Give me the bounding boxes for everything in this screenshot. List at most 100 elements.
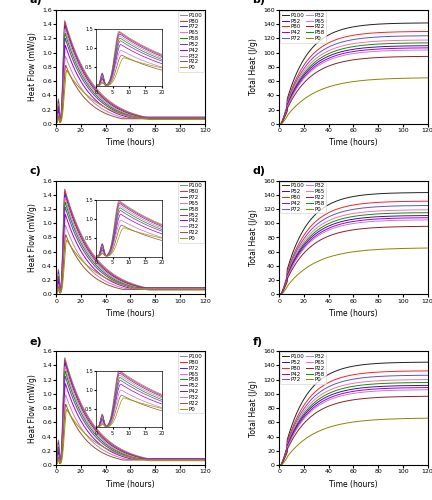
Line: P58: P58 [56, 34, 205, 122]
Line: P22: P22 [56, 404, 205, 464]
P0 [340, 421, 345, 427]
Text: f): f) [252, 336, 263, 346]
P0 [111, 448, 116, 454]
P42 [334, 392, 339, 398]
P0 [293, 103, 299, 109]
Legend: P100, P80, P72, P65, P58, P52, P42, P32, P22, P0: P100, P80, P72, P65, P58, P52, P42, P32,… [178, 11, 203, 72]
P80 [340, 34, 345, 40]
P100 [199, 286, 204, 292]
P52 [293, 84, 299, 90]
P42 [63, 42, 68, 48]
P42 [70, 232, 76, 238]
P65 [54, 460, 59, 466]
P52 [422, 382, 427, 388]
P22 [422, 394, 427, 400]
P80 [79, 65, 85, 71]
Line: P72: P72 [56, 26, 205, 122]
P42 [422, 214, 427, 220]
P42 [406, 45, 411, 51]
P100 [117, 446, 122, 452]
P52 [54, 290, 59, 296]
P72 [202, 456, 207, 462]
P58 [340, 46, 345, 52]
P80 [79, 234, 85, 240]
P58 [293, 423, 299, 429]
P0 [340, 250, 345, 256]
P80 [117, 446, 122, 452]
P58 [334, 48, 339, 54]
P80 [183, 114, 188, 120]
P42 [422, 45, 427, 51]
P0 [183, 287, 188, 293]
P65 [70, 220, 76, 226]
P42 [293, 256, 299, 262]
Y-axis label: Total Heat (J/g): Total Heat (J/g) [248, 38, 257, 96]
P52 [199, 114, 204, 120]
P22 [293, 260, 299, 266]
P72 [422, 33, 427, 39]
P52 [425, 42, 430, 48]
P42 [340, 220, 345, 226]
P58 [302, 70, 308, 75]
X-axis label: Time (hours): Time (hours) [329, 480, 378, 488]
P100 [199, 115, 204, 121]
P100 [117, 275, 122, 281]
P52 [276, 462, 282, 468]
Text: e): e) [29, 336, 42, 346]
P80 [422, 28, 427, 34]
P100 [202, 115, 207, 121]
P80 [54, 460, 59, 466]
P80 [293, 76, 299, 82]
P80 [183, 456, 188, 462]
Line: P65: P65 [56, 198, 205, 292]
P0 [302, 266, 308, 272]
P52 [422, 212, 427, 218]
P72 [425, 202, 430, 208]
P72 [422, 202, 427, 208]
P100 [276, 462, 282, 468]
P52 [70, 226, 76, 232]
P58 [70, 54, 76, 60]
P100 [70, 212, 76, 218]
P22 [276, 120, 282, 126]
P58 [63, 368, 68, 374]
P22 [422, 224, 427, 230]
P32 [406, 47, 411, 53]
P32 [63, 222, 68, 228]
Line: P65: P65 [279, 380, 428, 465]
P52 [334, 390, 339, 396]
P80 [276, 120, 282, 126]
P58 [406, 380, 411, 386]
P100 [62, 186, 67, 192]
P100 [276, 292, 282, 298]
P72 [340, 39, 345, 45]
P65 [334, 384, 339, 390]
P65 [302, 237, 308, 243]
P58 [340, 216, 345, 222]
Line: P58: P58 [279, 43, 428, 124]
P32 [79, 86, 85, 92]
Line: P58: P58 [279, 382, 428, 465]
P52 [111, 448, 116, 454]
P100 [425, 20, 430, 26]
P58 [183, 456, 188, 462]
P65 [406, 37, 411, 43]
P80 [422, 198, 427, 204]
P0 [54, 120, 59, 126]
Line: P100: P100 [279, 362, 428, 465]
P42 [334, 222, 339, 228]
P72 [63, 192, 68, 198]
Line: P0: P0 [56, 410, 205, 464]
P32 [63, 53, 68, 59]
P42 [425, 384, 430, 390]
P0 [334, 252, 339, 258]
Line: P42: P42 [279, 388, 428, 465]
P100 [199, 456, 204, 462]
P100 [70, 381, 76, 387]
P0 [79, 428, 85, 434]
P100 [62, 18, 67, 24]
P42 [276, 120, 282, 126]
P72 [302, 64, 308, 70]
P52 [406, 43, 411, 49]
P58 [276, 120, 282, 126]
